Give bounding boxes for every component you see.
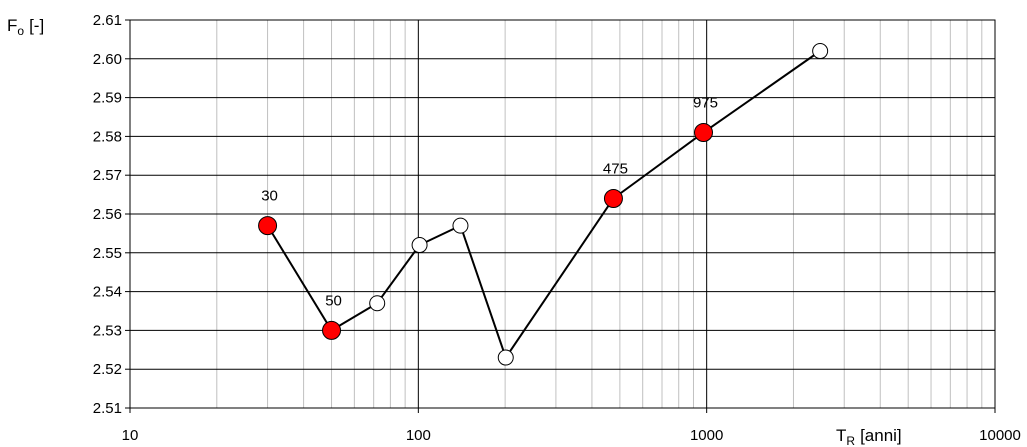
x-axis-title: TR [anni] xyxy=(836,426,902,447)
x-tick-label: 10 xyxy=(122,427,139,444)
x-tick-labels: 10 100 1000 10000 xyxy=(122,427,1021,444)
plot-frame xyxy=(129,19,996,409)
point-label: 30 xyxy=(261,188,278,205)
y-tick-label: 2.53 xyxy=(93,322,122,339)
data-point xyxy=(812,43,829,60)
highlighted-point xyxy=(693,123,713,143)
data-point xyxy=(452,217,469,234)
x-tick-label: 100 xyxy=(406,427,431,444)
y-tick-label: 2.60 xyxy=(93,51,122,68)
y-tick-label: 2.58 xyxy=(93,128,122,145)
point-label: 975 xyxy=(693,95,718,112)
y-tick-label: 2.55 xyxy=(93,245,122,262)
y-tick-label: 2.59 xyxy=(93,90,122,107)
data-series xyxy=(258,43,829,366)
data-point xyxy=(411,237,428,254)
highlighted-point xyxy=(603,188,623,208)
grid xyxy=(129,19,996,409)
highlighted-point xyxy=(258,216,278,236)
point-label: 475 xyxy=(603,160,628,177)
axes xyxy=(125,19,996,413)
y-tick-label: 2.54 xyxy=(93,284,122,301)
point-label: 50 xyxy=(325,292,342,309)
y-axis-title: Fo [-] xyxy=(7,16,44,38)
data-point xyxy=(497,349,514,366)
y-tick-label: 2.56 xyxy=(93,206,122,223)
x-tick-label: 1000 xyxy=(690,427,723,444)
series-line xyxy=(266,50,821,360)
y-tick-label: 2.57 xyxy=(93,167,122,184)
y-tick-labels: 2.51 2.52 2.53 2.54 2.55 2.56 2.57 2.58 2.59 2.60… xyxy=(93,12,122,417)
y-tick-label: 2.61 xyxy=(93,12,122,29)
y-tick-label: 2.51 xyxy=(93,400,122,417)
x-tick-label: 10000 xyxy=(979,427,1021,444)
y-tick-label: 2.52 xyxy=(93,361,122,378)
data-point xyxy=(369,295,386,312)
point-labels: 30 50 475 975 xyxy=(261,95,718,310)
highlighted-point xyxy=(322,320,342,340)
